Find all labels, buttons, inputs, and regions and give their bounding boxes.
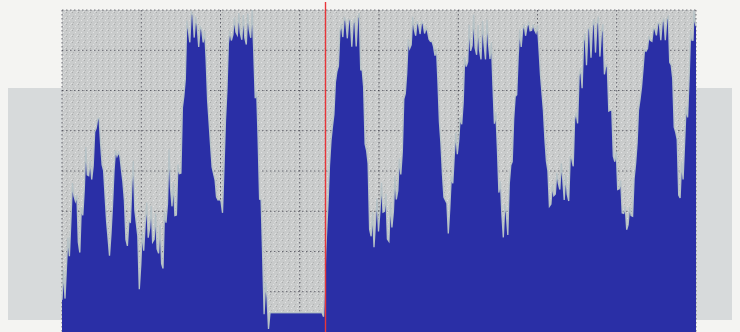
series-area bbox=[62, 10, 696, 332]
series-trace bbox=[61, 9, 697, 330]
